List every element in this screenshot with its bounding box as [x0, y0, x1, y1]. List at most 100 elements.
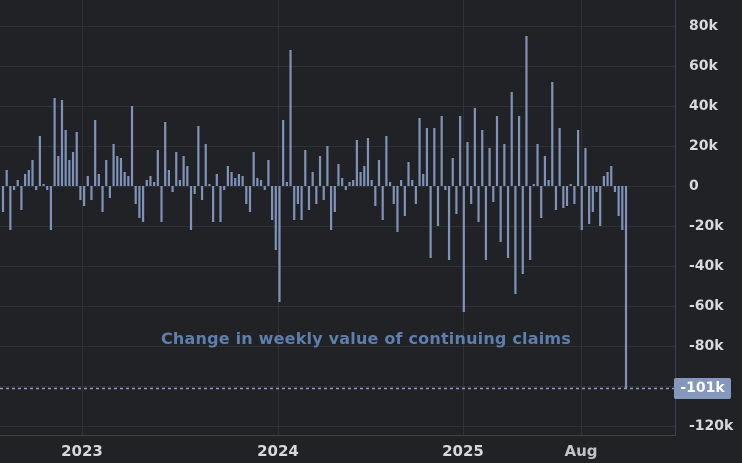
- bar: [329, 186, 333, 230]
- bar: [215, 174, 218, 186]
- bar: [444, 186, 447, 190]
- bar: [112, 144, 115, 186]
- bar: [337, 164, 340, 186]
- bar: [86, 176, 89, 186]
- bar: [602, 176, 605, 186]
- bar: [573, 186, 576, 204]
- bar: [20, 186, 23, 210]
- bar: [392, 186, 395, 204]
- price-axis-separator: [675, 0, 676, 436]
- bar: [488, 148, 491, 186]
- bar: [101, 186, 104, 212]
- bar: [226, 166, 229, 186]
- last-value-badge: -101k: [674, 378, 731, 399]
- bar: [433, 128, 436, 186]
- bar: [521, 186, 524, 274]
- y-tick-label: -60k: [689, 298, 724, 314]
- y-tick-label: 60k: [689, 58, 718, 74]
- bar: [341, 178, 344, 186]
- bar: [547, 180, 550, 186]
- bar: [245, 186, 248, 204]
- bar: [252, 152, 255, 186]
- y-tick-label: -80k: [689, 338, 724, 354]
- bar: [311, 172, 314, 186]
- bar: [68, 160, 71, 186]
- y-tick-label: -40k: [689, 258, 724, 274]
- bar: [186, 166, 189, 186]
- bar: [447, 186, 451, 260]
- bar: [293, 186, 296, 220]
- bar: [46, 186, 49, 190]
- bar: [543, 156, 546, 186]
- bar: [440, 116, 443, 186]
- bar: [455, 186, 458, 214]
- plot-area[interactable]: [0, 0, 676, 436]
- bar: [499, 186, 502, 242]
- bar: [429, 186, 432, 258]
- y-tick-label: 0: [689, 178, 699, 194]
- bar: [108, 186, 112, 198]
- bar: [318, 156, 322, 186]
- x-tick-label: 2023: [61, 442, 103, 460]
- bar: [156, 150, 159, 186]
- price-axis[interactable]: 80k 60k 40k 20k 0 -20k -40k -60k -80k -120k: [676, 0, 742, 436]
- bar: [551, 82, 554, 186]
- bar: [178, 180, 182, 186]
- bar: [506, 186, 510, 258]
- bar: [322, 186, 325, 200]
- bar: [83, 186, 86, 206]
- bar: [164, 122, 167, 186]
- bar: [134, 186, 137, 204]
- bar: [514, 186, 517, 294]
- bar: [35, 186, 38, 190]
- bar: [477, 186, 480, 222]
- bar: [385, 136, 388, 186]
- bar: [576, 130, 580, 186]
- bar: [595, 186, 598, 192]
- bar: [149, 176, 152, 186]
- bar: [241, 176, 244, 186]
- bar: [569, 184, 572, 186]
- bar: [145, 180, 148, 186]
- bar: [160, 186, 163, 222]
- bar: [333, 186, 336, 212]
- chart-title: Change in weekly value of continuing cla…: [160, 329, 572, 348]
- bar: [495, 116, 499, 186]
- bar: [473, 108, 476, 186]
- bar: [503, 144, 506, 186]
- y-tick-label: -120k: [689, 418, 734, 434]
- bar: [470, 186, 473, 204]
- bar: [42, 184, 45, 186]
- bar: [617, 186, 620, 216]
- bar: [529, 186, 532, 260]
- bar: [9, 186, 12, 230]
- bar: [230, 172, 233, 186]
- bar: [591, 186, 594, 212]
- bar: [282, 120, 285, 186]
- time-axis[interactable]: 2023 2024 2025 Aug: [0, 436, 742, 463]
- bar: [359, 172, 362, 186]
- y-tick-label: 80k: [689, 18, 718, 34]
- bar: [565, 186, 569, 206]
- bar: [540, 186, 543, 218]
- bar: [355, 140, 358, 186]
- bar: [621, 186, 624, 230]
- bar: [381, 186, 384, 220]
- bar: [517, 116, 521, 186]
- bar: [204, 144, 207, 186]
- bar: [307, 186, 311, 210]
- bar: [259, 180, 263, 186]
- bar: [624, 186, 628, 388]
- bar: [267, 160, 270, 186]
- bar: [130, 106, 134, 186]
- bar: [396, 186, 399, 232]
- bar: [344, 186, 347, 190]
- bar: [171, 186, 174, 192]
- bar: [606, 172, 609, 186]
- bar: [525, 36, 528, 186]
- bar: [200, 186, 204, 200]
- bar: [119, 158, 123, 186]
- bar: [462, 186, 465, 312]
- bar: [271, 186, 274, 220]
